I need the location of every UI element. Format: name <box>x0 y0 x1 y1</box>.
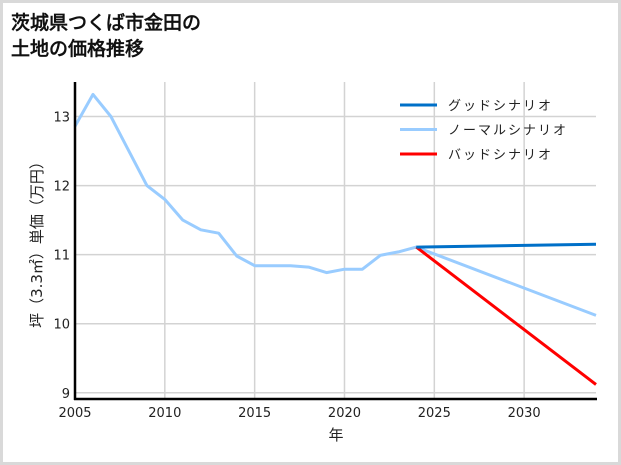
gridlines <box>74 82 596 399</box>
x-tick-label: 2020 <box>328 406 361 421</box>
x-tick-label: 2030 <box>508 406 541 421</box>
legend-label: ノーマルシナリオ <box>448 124 568 139</box>
chart-title: 茨城県つくば市金田の 土地の価格推移 <box>11 10 201 62</box>
series-line <box>415 245 597 386</box>
y-tick-label: 10 <box>53 318 70 333</box>
y-tick-label: 9 <box>62 387 70 402</box>
y-tick-labels: 9 10 11 12 13 <box>53 111 70 402</box>
x-tick-label: 2005 <box>58 406 91 421</box>
legend-label: バッドシナリオ <box>448 148 553 163</box>
chart-title-line1: 茨城県つくば市金田の <box>11 12 202 34</box>
legend-label: グッドシナリオ <box>448 99 553 114</box>
x-axis-label: 年 <box>328 426 343 444</box>
x-tick-label: 2015 <box>238 406 271 421</box>
y-tick-label: 12 <box>53 180 70 195</box>
x-tick-labels: 2005 2010 2015 2020 2025 2030 <box>58 406 540 421</box>
series-line <box>416 242 597 249</box>
series-line <box>73 92 597 317</box>
x-tick-label: 2010 <box>148 406 181 421</box>
series-lines <box>73 92 597 386</box>
chart-title-line2: 土地の価格推移 <box>11 38 145 60</box>
y-tick-label: 11 <box>53 249 70 264</box>
x-tick-label: 2025 <box>418 406 451 421</box>
y-tick-label: 13 <box>53 111 70 126</box>
axes <box>73 82 597 401</box>
y-axis-label: 坪（3.3㎡）単価（万円） <box>28 154 46 328</box>
